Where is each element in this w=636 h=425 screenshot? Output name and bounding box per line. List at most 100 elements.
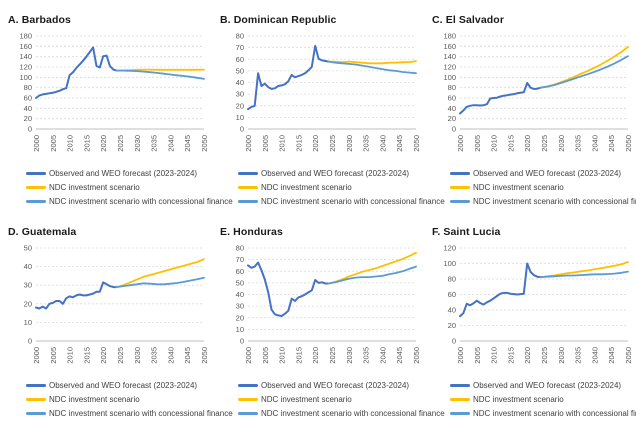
series-line-observed [459,262,542,318]
legend-item-ndc: NDC investment scenario [238,183,420,192]
chart-legend: Observed and WEO forecast (2023-2024) NDC… [238,381,445,418]
y-tick-label: 40 [448,104,456,113]
y-tick-label: 70 [236,255,244,264]
y-tick-label: 0 [452,337,456,346]
legend-label: NDC investment scenario with concessiona… [261,409,445,418]
y-tick-label: 30 [236,302,244,311]
legend-label: NDC investment scenario with concessiona… [473,197,636,206]
y-tick-label: 0 [28,337,32,346]
x-tick-label: 2030 [345,135,354,152]
y-tick-label: 10 [236,325,244,334]
legend-label: Observed and WEO forecast (2023-2024) [473,169,622,178]
chart-title: C. El Salvador [432,14,505,26]
chart-panel-saint-lucia: F. Saint Lucia 0 20 40 60 80 100 120 2000 2005 20… [424,212,636,424]
y-tick-label: 30 [24,281,32,290]
legend-swatch-ndc [238,398,258,401]
x-tick-label: 2010 [490,135,499,152]
x-tick-label: 2005 [49,347,58,364]
x-tick-label: 2020 [523,135,532,152]
x-tick-label: 2040 [166,135,175,152]
x-tick-label: 2025 [540,135,549,152]
chart-title: D. Guatemala [8,226,77,238]
legend-item-ndc: NDC investment scenario [238,395,420,404]
legend-item-concessional: NDC investment scenario with concessiona… [450,197,636,206]
y-tick-label: 60 [236,55,244,64]
y-tick-label: 160 [443,42,456,51]
x-tick-label: 2000 [32,347,41,364]
x-tick-label: 2020 [311,347,320,364]
y-tick-label: 30 [236,90,244,99]
legend-label: NDC investment scenario [473,183,564,192]
legend-label: NDC investment scenario with concessiona… [49,197,233,206]
x-tick-label: 2045 [607,347,616,364]
series-line-concessional [115,69,205,80]
x-tick-label: 2035 [150,135,159,152]
series-line-observed [459,82,542,115]
y-tick-label: 40 [24,104,32,113]
x-tick-label: 2040 [590,135,599,152]
x-tick-label: 2005 [49,135,58,152]
y-tick-label: 40 [24,262,32,271]
y-tick-label: 160 [19,42,32,51]
x-tick-label: 2000 [32,135,41,152]
y-tick-label: 100 [443,73,456,82]
x-tick-label: 2025 [116,135,125,152]
x-tick-label: 2030 [133,347,142,364]
x-tick-label: 2020 [311,135,320,152]
x-tick-label: 2050 [412,347,421,364]
legend-label: NDC investment scenario [49,183,140,192]
y-tick-label: 20 [448,321,456,330]
y-tick-label: 60 [236,267,244,276]
series-line-observed [247,44,330,111]
y-tick-label: 50 [236,278,244,287]
chart-legend: Observed and WEO forecast (2023-2024) NDC… [26,381,233,418]
chart-panel-el-salvador: C. El Salvador 0 20 40 60 80 100 120 140 160 180 2… [424,0,636,212]
legend-item-ndc: NDC investment scenario [26,183,208,192]
legend-swatch-concessional [26,200,46,203]
x-tick-label: 2010 [278,347,287,364]
x-tick-label: 2025 [328,347,337,364]
legend-label: Observed and WEO forecast (2023-2024) [49,381,198,390]
legend-swatch-concessional [450,200,470,203]
legend-item-observed: Observed and WEO forecast (2023-2024) [26,381,208,390]
x-tick-label: 2040 [378,347,387,364]
x-tick-label: 2035 [362,347,371,364]
x-tick-label: 2045 [183,347,192,364]
legend-label: NDC investment scenario [261,395,352,404]
y-tick-label: 80 [448,275,456,284]
legend-label: NDC investment scenario with concessiona… [49,409,233,418]
y-tick-label: 20 [236,101,244,110]
x-tick-label: 2045 [395,135,404,152]
x-tick-label: 2005 [473,347,482,364]
chart-title: B. Dominican Republic [220,14,337,26]
y-tick-label: 80 [448,83,456,92]
series-line-ndc [327,251,417,285]
legend-label: Observed and WEO forecast (2023-2024) [473,381,622,390]
x-tick-label: 2000 [244,135,253,152]
legend-item-observed: Observed and WEO forecast (2023-2024) [238,169,420,178]
x-tick-label: 2040 [166,347,175,364]
chart-title: E. Honduras [220,226,283,238]
x-tick-label: 2035 [150,347,159,364]
x-tick-label: 2005 [261,135,270,152]
y-tick-label: 0 [240,337,244,346]
x-tick-label: 2050 [200,135,209,152]
x-tick-label: 2025 [116,347,125,364]
legend-item-concessional: NDC investment scenario with concessiona… [238,409,445,418]
series-line-ndc [327,60,417,65]
x-tick-label: 2015 [294,135,303,152]
y-tick-label: 10 [24,318,32,327]
x-tick-label: 2045 [395,347,404,364]
x-tick-label: 2005 [261,347,270,364]
y-tick-label: 120 [443,63,456,72]
legend-item-ndc: NDC investment scenario [450,183,632,192]
y-tick-label: 60 [448,94,456,103]
y-tick-label: 180 [19,32,32,41]
y-tick-label: 40 [448,306,456,315]
y-tick-label: 20 [448,114,456,123]
legend-item-observed: Observed and WEO forecast (2023-2024) [238,381,420,390]
